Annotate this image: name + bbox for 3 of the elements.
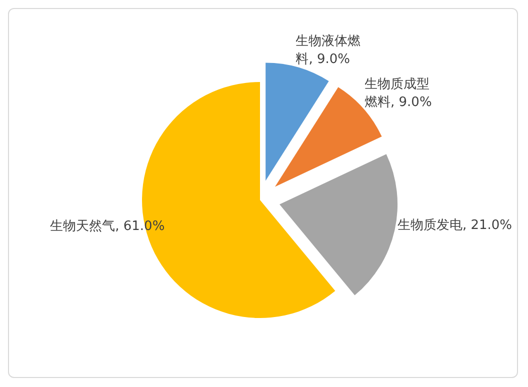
slice-label: 生物质发电, 21.0%	[397, 216, 514, 235]
slice-label: 生物液体燃料, 9.0%	[296, 32, 362, 69]
slice-label: 生物质成型燃料, 9.0%	[364, 76, 433, 112]
